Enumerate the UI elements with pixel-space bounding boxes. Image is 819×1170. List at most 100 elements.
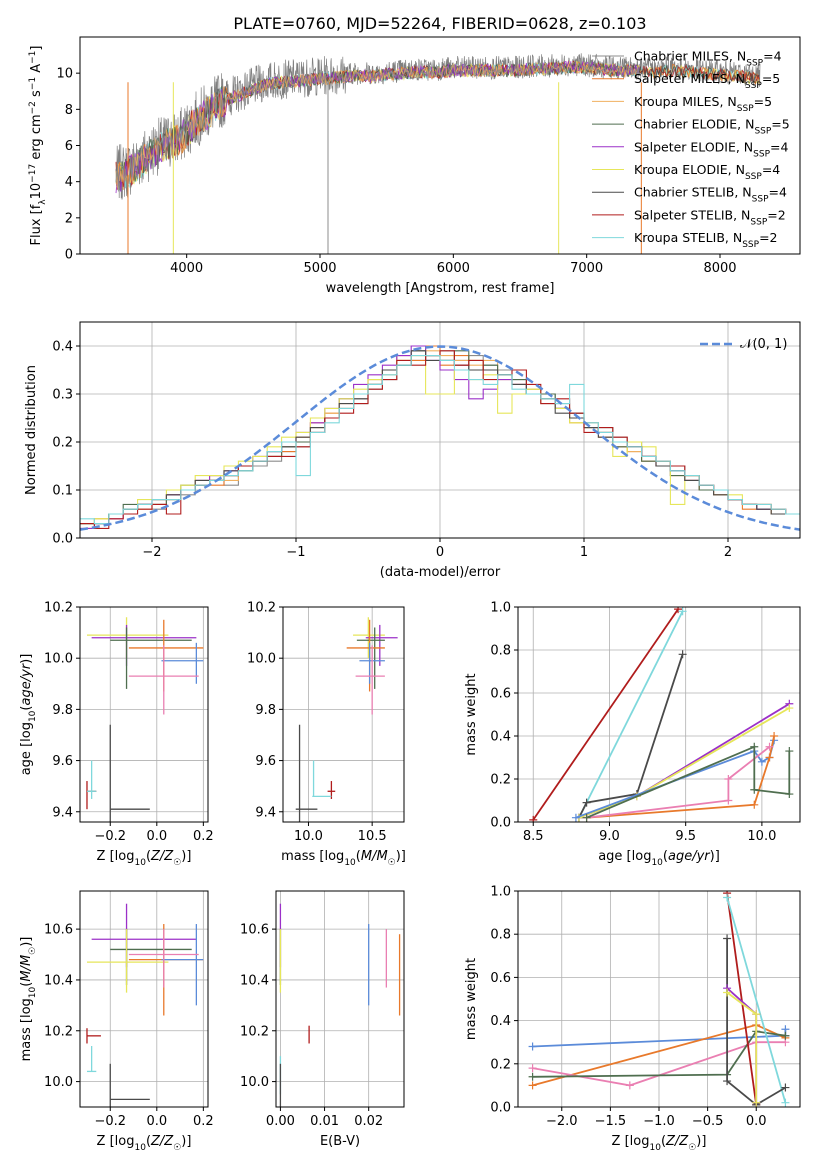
label-part: 10 <box>29 183 44 200</box>
label-part: Kroupa STELIB, N <box>634 230 742 245</box>
label-part: M/M <box>361 849 388 864</box>
y-tick-label: 0.2 <box>490 1057 511 1072</box>
legend-entry: Chabrier ELODIE, NSSP=5 <box>634 117 790 137</box>
label-part: =2 <box>759 230 777 245</box>
label-part: −1 <box>28 77 38 90</box>
weight-series <box>726 893 758 1105</box>
y-tick-label: 10.4 <box>240 973 269 988</box>
x-tick-label: −0.2 <box>94 1114 126 1129</box>
y-tick-label: 10.4 <box>44 973 73 988</box>
weight-marker <box>582 798 591 807</box>
legend-entry: Kroupa STELIB, NSSP=2 <box>634 230 778 250</box>
y-tick-label: 9.4 <box>255 805 276 820</box>
weight-marker <box>724 775 733 783</box>
data-point <box>128 645 199 715</box>
label-part: Salpeter MILES, N <box>634 71 745 86</box>
weight-marker <box>571 813 580 822</box>
label-part: 10 <box>649 1143 661 1153</box>
label-part: =5 <box>762 71 780 86</box>
plot-area <box>276 891 404 1107</box>
label-part: )] <box>696 1134 706 1149</box>
label-part: erg cm <box>29 114 44 163</box>
axes-frame <box>79 606 209 823</box>
label-part: =4 <box>769 185 787 200</box>
y-tick-label: 10.0 <box>240 1075 269 1090</box>
y-tick-label: 10.2 <box>240 1024 269 1039</box>
label-part: )] <box>19 654 34 664</box>
weight-marker <box>528 1042 537 1051</box>
label-part: −17 <box>28 164 38 183</box>
weight-series <box>578 707 790 819</box>
chart-residuals: −2 −1 0 1 2 0.0 0.1 0.2 0.3 0.4 (data-model)/error… <box>24 321 801 580</box>
plot-area <box>518 607 800 822</box>
x-tick-label: −2 <box>142 545 161 560</box>
x-axis-label: age [log10(age/yr)] <box>598 849 720 868</box>
label-part: A <box>29 64 44 77</box>
label-part: 10 <box>651 858 663 868</box>
weight-marker <box>785 704 794 713</box>
x-tick-label: 0.0 <box>746 1114 767 1129</box>
axes-frame <box>275 890 405 1108</box>
weight-marker <box>750 800 759 809</box>
weight-marker <box>765 753 774 762</box>
x-tick-label: 10.0 <box>294 829 323 844</box>
weight-marker <box>582 813 591 822</box>
label-part: SSP <box>752 195 769 205</box>
model-spectrum <box>115 60 640 194</box>
y-tick-label: 10.0 <box>247 652 276 667</box>
weight-marker <box>529 815 538 822</box>
y-tick-label: 0.4 <box>490 1014 511 1029</box>
label-part: 10 <box>28 710 38 722</box>
y-axis-label: age [log10(age/yr)] <box>19 654 38 776</box>
label-part: −1 <box>28 51 38 64</box>
weight-series <box>578 703 790 819</box>
label-part: ☉ <box>173 1143 181 1153</box>
x-axis-label: E(B-V) <box>320 1134 360 1149</box>
label-part: ☉ <box>173 858 181 868</box>
weight-marker <box>723 988 732 997</box>
y-tick-label: 8 <box>65 103 73 118</box>
legend-entry: Salpeter STELIB, NSSP=2 <box>634 207 786 227</box>
weight-marker <box>625 1081 634 1090</box>
legend-entry: Chabrier STELIB, NSSP=4 <box>634 185 787 205</box>
y-tick-label: 10.6 <box>240 923 269 938</box>
model-spectrum <box>115 61 760 186</box>
weight-marker <box>781 1098 790 1107</box>
y-tick-label: 0.2 <box>52 436 73 451</box>
x-axis-label: Z [log10(Z/Z☉)] <box>97 849 192 868</box>
label-part: age/yr <box>668 849 711 864</box>
weight-marker <box>723 893 732 902</box>
data-point <box>109 1063 150 1107</box>
weight-marker <box>785 747 794 756</box>
weight-marker <box>750 742 759 751</box>
label-part: =4 <box>763 49 781 64</box>
label-part: =5 <box>771 117 789 132</box>
y-tick-label: 10.0 <box>44 1075 73 1090</box>
y-tick-label: 10.6 <box>44 923 73 938</box>
x-tick-label: 0.0 <box>146 1114 167 1129</box>
weight-marker <box>724 796 733 805</box>
label-part: age [log <box>598 849 651 864</box>
weight-series <box>578 654 684 819</box>
y-tick-label: 9.6 <box>255 754 276 769</box>
weight-marker <box>674 607 683 614</box>
label-part: Salpeter ELODIE, N <box>634 139 753 154</box>
y-tick-label: 9.4 <box>52 805 73 820</box>
x-tick-label: 5000 <box>303 261 336 276</box>
y-tick-label: 0.2 <box>490 773 511 788</box>
data-point <box>128 924 204 1016</box>
legend-entry: Kroupa ELODIE, NSSP=4 <box>634 162 780 182</box>
weight-marker <box>528 1064 537 1073</box>
x-tick-label: 6000 <box>437 261 470 276</box>
data-point <box>365 624 398 666</box>
y-axis-label: mass [log10(M/M☉)] <box>19 937 38 1062</box>
chart-mass-vs-ebv: 0.00 0.01 0.02 10.0 10.2 10.4 10.6 E(B-V) <box>240 890 405 1149</box>
plot-area <box>80 607 208 822</box>
chart-age-vs-Z: −0.2 0.0 0.29.49.69.810.010.2Z [log10(Z/Z☉… <box>19 601 214 869</box>
label-part: =4 <box>770 139 788 154</box>
y-tick-label: 0.4 <box>52 340 73 355</box>
chart-weight-vs-age: 8.5 9.0 9.5 10.0 0.0 0.2 0.4 0.6 0.8 1.0 age [log1… <box>464 601 801 868</box>
y-tick-label: 10.2 <box>247 601 276 616</box>
weight-series <box>586 746 771 819</box>
